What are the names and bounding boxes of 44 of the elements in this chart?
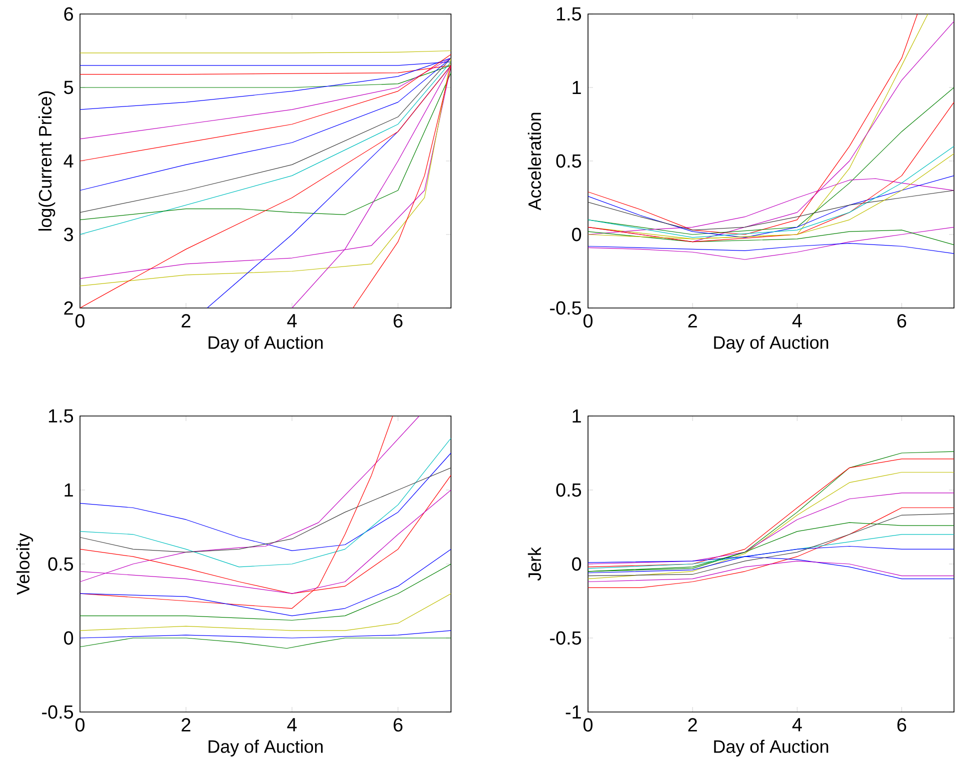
y-axis-title: Velocity	[16, 533, 34, 595]
y-tick-label: 0.5	[556, 483, 582, 497]
x-axis-title: Day of Auction	[714, 740, 828, 756]
x-axis-title: Day of Auction	[208, 336, 323, 352]
y-tick-label: 4	[64, 154, 74, 168]
y-tick-label: 0	[572, 228, 582, 242]
y-tick-label: 3	[64, 228, 73, 242]
y-axis-title: Jerk	[528, 547, 542, 581]
y-tick-label: -0.5	[550, 631, 582, 645]
x-tick-label: 0	[583, 314, 593, 328]
x-tick-label: 6	[394, 314, 402, 328]
x-tick-label: 0	[583, 718, 593, 732]
y-tick-label: 2	[64, 301, 73, 315]
x-tick-label: 6	[394, 718, 402, 732]
x-axis-title: Day of Auction	[208, 740, 323, 756]
y-axis-title: Acceleration	[528, 112, 542, 210]
x-tick-label: 2	[182, 718, 190, 732]
x-tick-label: 6	[897, 314, 906, 328]
y-tick-label: 1	[572, 80, 581, 94]
y-tick-label: -0.5	[42, 705, 74, 719]
y-tick-label: 1.5	[556, 7, 582, 21]
y-tick-label: 1	[64, 483, 73, 497]
x-tick-label: 0	[75, 314, 85, 328]
x-tick-label: 2	[688, 314, 697, 328]
x-tick-label: 4	[287, 718, 297, 732]
y-tick-label: 1.5	[48, 409, 74, 423]
y-tick-label: -0.5	[550, 301, 582, 315]
y-tick-label: -1	[566, 705, 581, 719]
y-tick-label: 0	[572, 557, 582, 571]
y-tick-label: 0	[64, 631, 74, 645]
x-tick-label: 4	[792, 314, 802, 328]
x-axis-title: Day of Auction	[714, 336, 828, 352]
x-tick-label: 2	[182, 314, 190, 328]
x-tick-label: 0	[75, 718, 85, 732]
y-tick-label: 5	[64, 80, 74, 94]
y-tick-label: 6	[64, 7, 73, 21]
x-tick-label: 2	[688, 718, 697, 732]
y-tick-label: 0.5	[556, 154, 582, 168]
x-tick-label: 4	[287, 314, 297, 328]
x-tick-label: 4	[792, 718, 802, 732]
y-axis-title: log(Current Price)	[38, 91, 56, 231]
x-tick-label: 6	[897, 718, 906, 732]
y-tick-label: 0.5	[48, 557, 74, 571]
y-tick-label: 1	[572, 409, 581, 423]
